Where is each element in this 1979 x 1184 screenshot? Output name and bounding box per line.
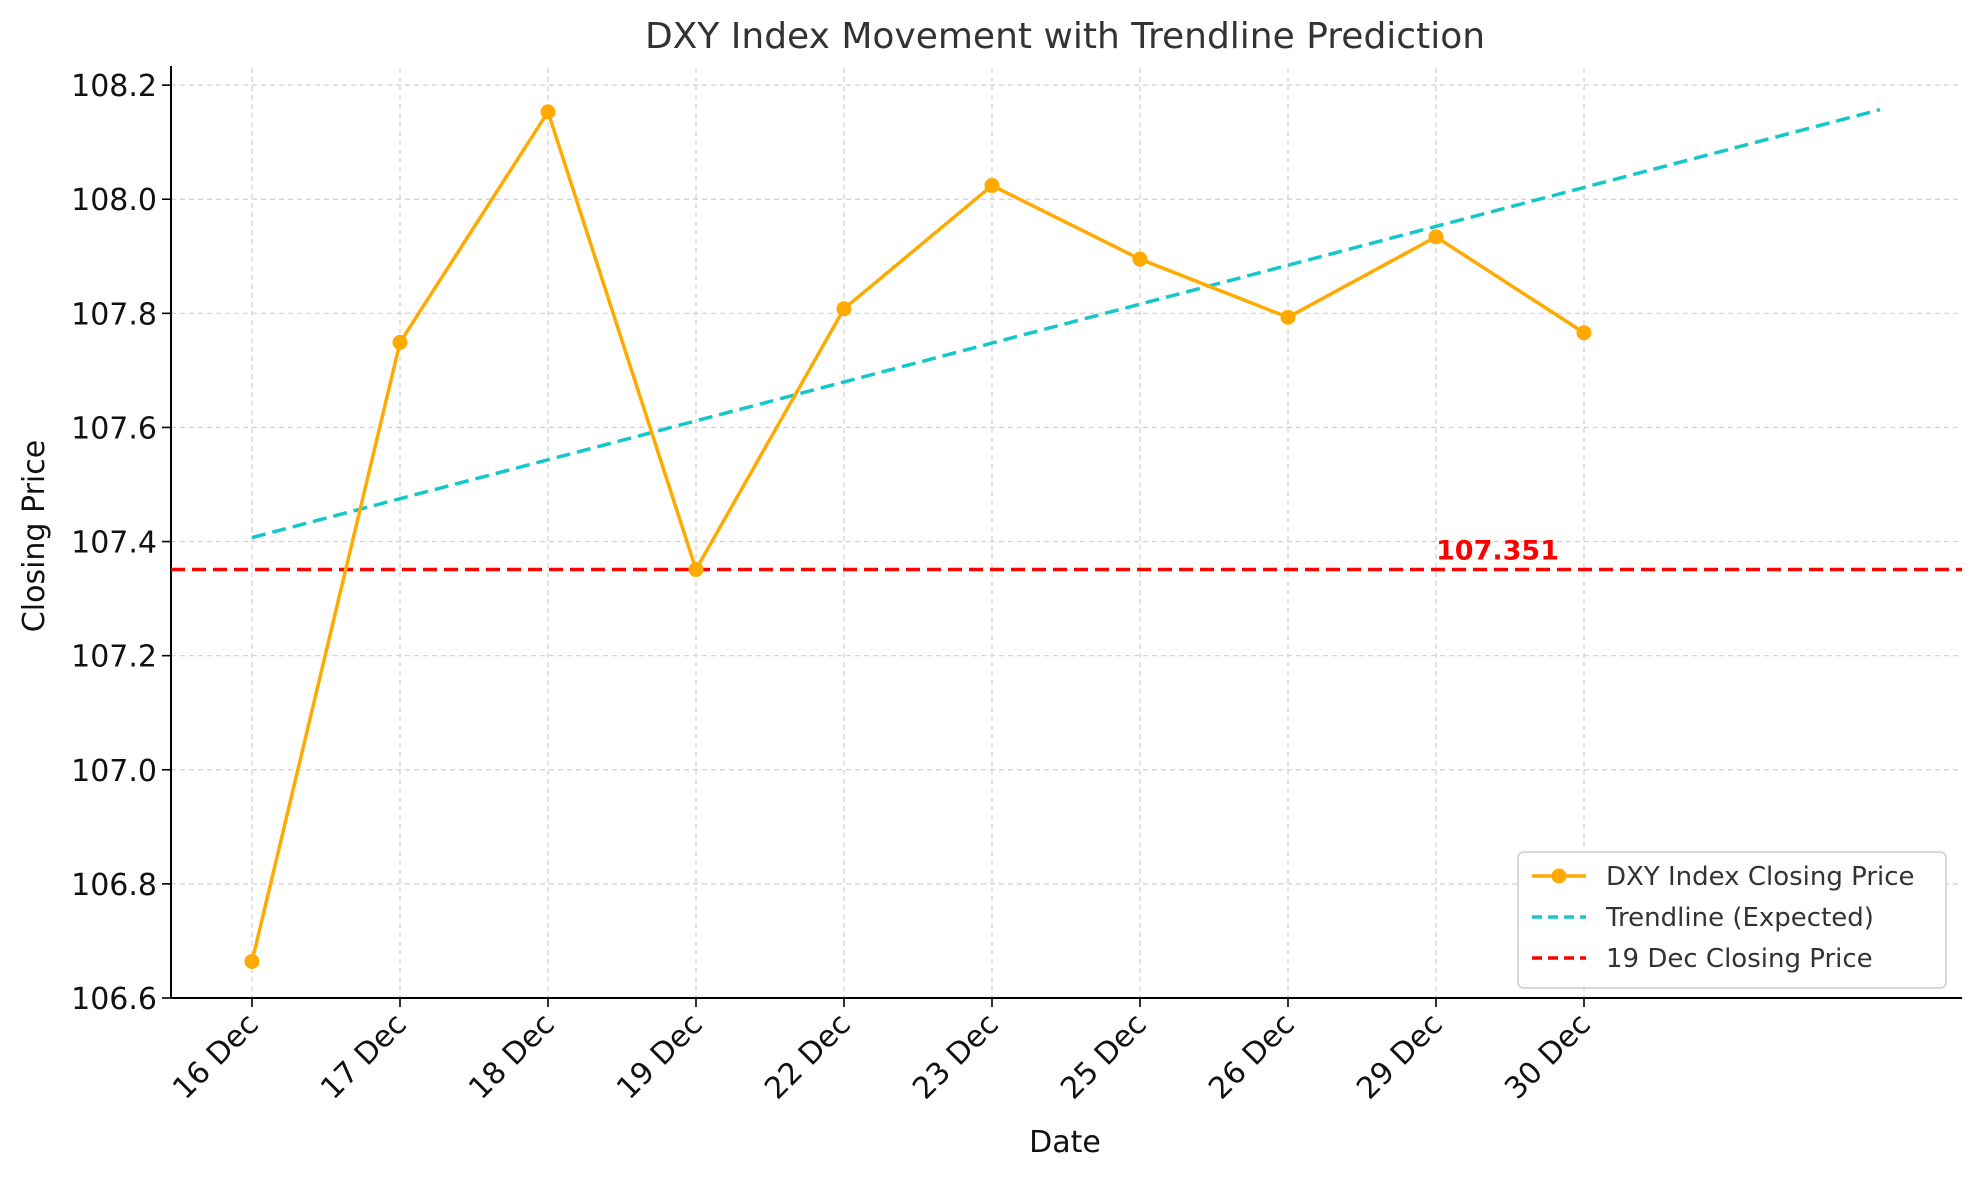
data-point [540, 104, 556, 120]
legend-entry-dxy-marker [1551, 868, 1567, 884]
annotations: 107.351 [1436, 536, 1559, 567]
legend: DXY Index Closing Price Trendline (Expect… [1517, 851, 1947, 989]
x-tick-label: 23 Dec [906, 1007, 1006, 1107]
y-tick-label: 106.6 [71, 982, 157, 1017]
legend-entry-reference-label: 19 Dec Closing Price [1606, 944, 1873, 974]
data-point [1280, 309, 1296, 325]
y-tick-label: 106.8 [71, 868, 157, 903]
data-point [688, 562, 704, 578]
x-tick-label: 30 Dec [1498, 1007, 1598, 1107]
data-point [1576, 325, 1592, 341]
y-tick-label: 107.6 [71, 411, 157, 446]
x-tick-label: 29 Dec [1350, 1007, 1450, 1107]
legend-entry-dxy-label: DXY Index Closing Price [1606, 862, 1915, 892]
series-line-dxy [250, 110, 1585, 962]
data-point [984, 178, 1000, 194]
y-tick-label: 107.8 [71, 297, 157, 332]
data-point [1428, 229, 1444, 245]
x-axis-label: Date [1029, 1125, 1101, 1160]
x-tick-label: 19 Dec [610, 1007, 710, 1107]
y-tick-label: 107.2 [71, 640, 157, 675]
legend-entry-trendline-label: Trendline (Expected) [1605, 903, 1874, 933]
x-tick-label: 18 Dec [462, 1007, 562, 1107]
data-point [392, 334, 408, 350]
series-layer [171, 104, 1962, 969]
y-axis-label: Closing Price [17, 440, 52, 632]
reference-value-label: 107.351 [1436, 536, 1559, 567]
y-tick-label: 107.0 [71, 754, 157, 789]
x-tick-label: 17 Dec [314, 1007, 414, 1107]
data-point [1132, 251, 1148, 267]
y-tick-label: 108.0 [71, 183, 157, 218]
data-point [836, 301, 852, 317]
x-tick-label: 25 Dec [1054, 1007, 1154, 1107]
y-tick-label: 107.4 [71, 526, 157, 561]
grid [171, 68, 1962, 999]
trendline [251, 107, 1881, 540]
chart-title: DXY Index Movement with Trendline Predic… [645, 16, 1485, 57]
legend-box [1517, 851, 1947, 989]
y-tick-label: 108.2 [71, 69, 157, 104]
x-tick-label: 22 Dec [758, 1007, 858, 1107]
x-tick-label: 16 Dec [166, 1007, 266, 1107]
data-point [244, 953, 260, 969]
x-tick-label: 26 Dec [1202, 1007, 1302, 1107]
